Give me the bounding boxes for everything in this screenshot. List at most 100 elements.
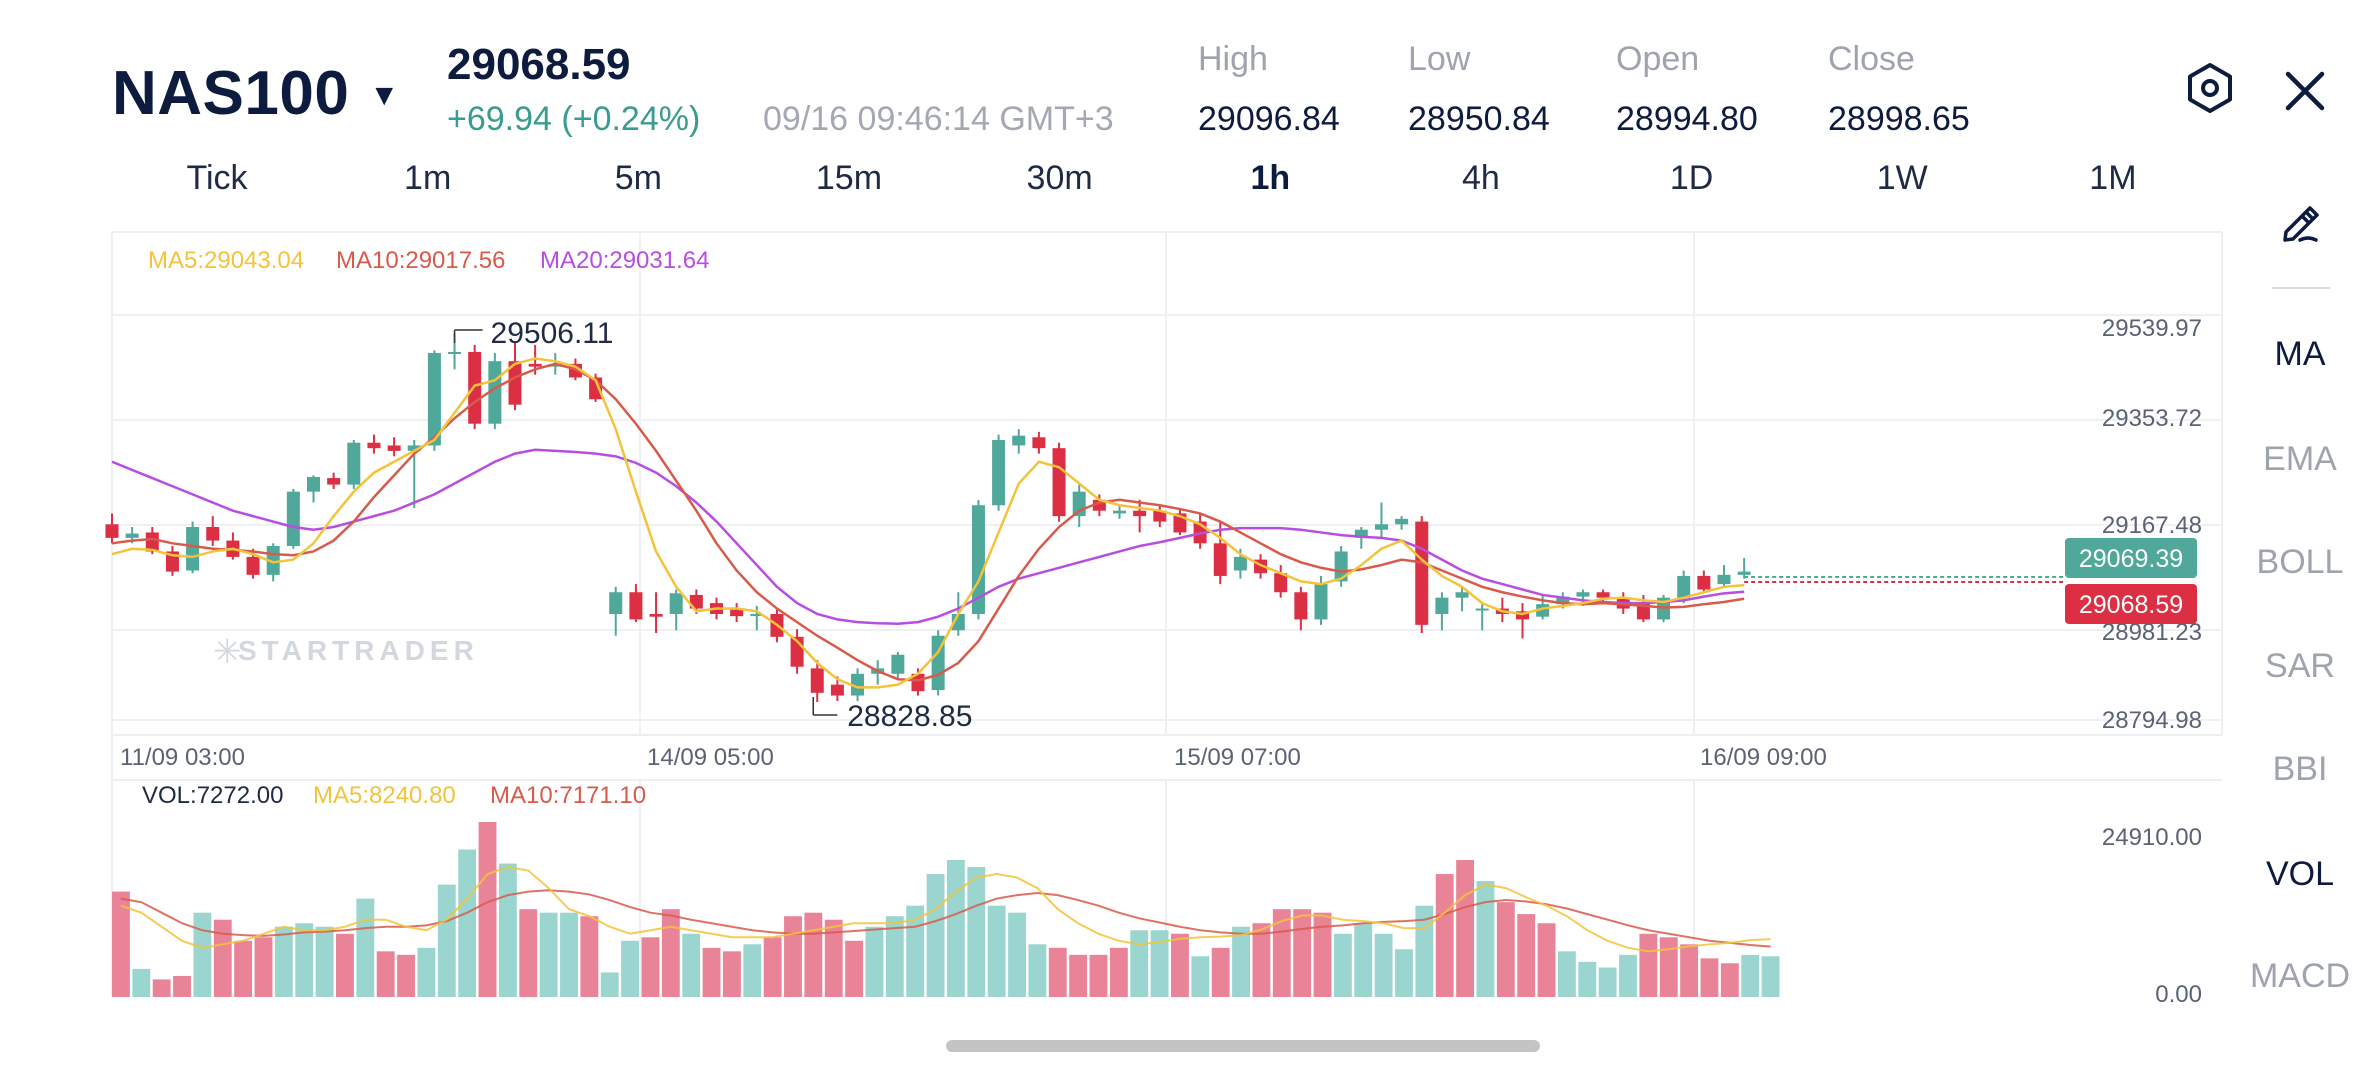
volume-bar [1720, 963, 1739, 997]
volume-bar [112, 891, 130, 997]
indicator-boll[interactable]: BOLL [2256, 543, 2344, 581]
volume-bar [1354, 923, 1373, 997]
bid-price: 29069.39 [2079, 545, 2183, 573]
candle-body [1274, 573, 1288, 593]
side-divider [2272, 287, 2330, 289]
volume-bar [173, 975, 191, 997]
volume-bar [682, 933, 701, 997]
candle-body [407, 445, 421, 451]
volume-bar [1395, 949, 1413, 997]
candle-body [851, 673, 865, 696]
candle-body [992, 440, 1006, 506]
vol-ma10-line [120, 889, 1771, 948]
volume-bar [1171, 933, 1189, 997]
volume-bar [784, 916, 802, 997]
volume-bar [1313, 912, 1332, 997]
volume-bar [1272, 909, 1291, 997]
candle-body [307, 476, 320, 492]
candle-body [609, 592, 623, 614]
close-icon[interactable] [2280, 66, 2330, 116]
volume-bar [1456, 860, 1475, 997]
volume-bar [1089, 954, 1108, 997]
volume-bar [152, 979, 171, 997]
candle-body [830, 684, 844, 696]
candle-body [347, 442, 361, 485]
candle-body [669, 593, 683, 614]
candle-body [1576, 592, 1590, 597]
draw-pencil-icon[interactable] [2276, 198, 2324, 246]
ask-badge [2065, 584, 2197, 624]
volume-bar [743, 944, 762, 997]
candle-body [206, 526, 220, 541]
tab-4h[interactable]: 4h [1462, 159, 1500, 197]
candle-body [367, 442, 381, 449]
volume-bar [1517, 914, 1536, 997]
indicator-macd[interactable]: MACD [2249, 957, 2351, 995]
time-axis-label: 15/09 07:00 [1174, 744, 1301, 771]
volume-bar [1333, 933, 1352, 997]
tab-tick[interactable]: Tick [186, 159, 248, 197]
time-axis-label: 11/09 03:00 [120, 744, 245, 771]
indicator-vol[interactable]: VOL [2265, 855, 2335, 893]
volume-bar [356, 898, 375, 997]
low-value: 28950.84 [1408, 100, 1550, 138]
price-axis-label: 29353.72 [2102, 405, 2202, 432]
open-value: 28994.80 [1616, 100, 1758, 138]
tab-1d[interactable]: 1D [1669, 159, 1714, 197]
symbol-selector[interactable]: NAS100 ▼ [112, 58, 400, 129]
candle-body [246, 556, 260, 575]
current-price: 29068.59 [447, 40, 631, 89]
ma20-line [111, 448, 1745, 626]
high-label: High [1198, 40, 1268, 78]
volume-bar [987, 905, 1006, 997]
indicator-bbi[interactable]: BBI [2272, 750, 2328, 788]
volume-bar [1211, 947, 1230, 997]
volume-bar [1150, 930, 1169, 997]
vol-ma5-line [120, 866, 1771, 953]
tab-1m[interactable]: 1M [2089, 159, 2137, 197]
volume-bar [702, 947, 721, 997]
volume-bar [274, 926, 293, 997]
volume-bar [1700, 958, 1719, 997]
candle-body [1455, 592, 1469, 598]
tab-1w[interactable]: 1W [1876, 159, 1928, 197]
vol-legend-ma5: MA5:8240.80 [313, 782, 456, 809]
indicator-ma[interactable]: MA [2274, 335, 2326, 373]
price-chart[interactable]: STARTRADER✳ MA5:29043.04 MA10:29017.56 MA20… [0, 0, 2240, 1010]
volume-bar [397, 954, 415, 997]
home-indicator[interactable] [946, 1040, 1540, 1052]
volume-bar [234, 940, 253, 997]
volume-bar [722, 951, 741, 997]
volume-bar [845, 940, 864, 997]
volume-bar [1191, 956, 1210, 997]
vol-legend-ma10: MA10:7171.10 [490, 782, 646, 809]
tab-15m[interactable]: 15m [815, 159, 883, 197]
settings-hexagon-icon[interactable] [2184, 62, 2236, 114]
volume-bar [1680, 944, 1699, 997]
candle-body [145, 532, 159, 552]
open-label: Open [1616, 40, 1700, 78]
candle-body [1092, 499, 1106, 511]
candle-body [911, 673, 925, 692]
tab-1m[interactable]: 1m [404, 159, 452, 197]
bid-badge [2065, 538, 2197, 578]
volume-bar [193, 912, 212, 997]
volume-bar [1659, 937, 1678, 997]
volume-bar [437, 884, 456, 997]
tab-30m[interactable]: 30m [1026, 159, 1093, 197]
price-axis-label: 28794.98 [2102, 707, 2202, 734]
indicator-sar[interactable]: SAR [2265, 647, 2335, 685]
indicator-ema[interactable]: EMA [2263, 440, 2337, 478]
tab-1h[interactable]: 1h [1250, 159, 1291, 197]
volume-bar [315, 926, 334, 997]
candle-body [1556, 596, 1570, 605]
candle-body [1113, 510, 1126, 514]
volume-bar [1578, 961, 1597, 997]
candle-body [1032, 437, 1046, 449]
volume-bar [1476, 881, 1495, 997]
candle-body [548, 363, 562, 367]
volume-bar [417, 947, 436, 997]
tab-5m[interactable]: 5m [614, 159, 662, 197]
candle-body [286, 491, 300, 547]
volume-bar [824, 919, 843, 997]
